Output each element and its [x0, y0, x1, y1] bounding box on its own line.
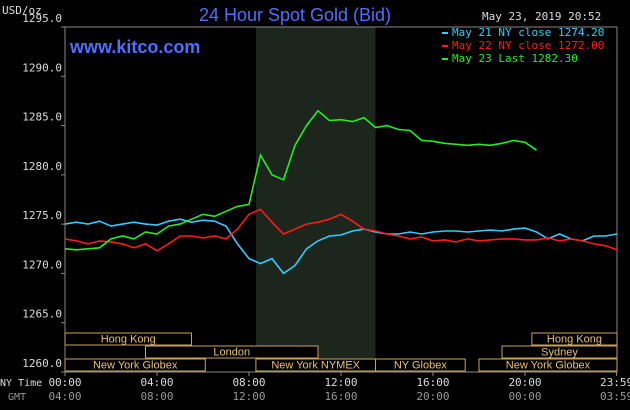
session-label: Hong Kong — [101, 333, 156, 345]
x-tick-label: 08:00 — [232, 376, 265, 389]
session-label: New York Globex — [506, 359, 591, 371]
chart-title: 24 Hour Spot Gold (Bid) — [199, 5, 391, 25]
x2-tick-label: 00:00 — [508, 390, 541, 403]
website: www.kitco.com — [69, 37, 200, 57]
legend-label: May 21 NY close 1274.20 — [452, 26, 604, 39]
x2-tick-label: 08:00 — [140, 390, 173, 403]
x-tick-label: 23:59 — [600, 376, 630, 389]
session-label: Sydney — [541, 346, 578, 358]
y-tick-label: 1270.0 — [22, 258, 62, 271]
y-tick-label: 1280.0 — [22, 160, 62, 173]
x-tick-label: 04:00 — [140, 376, 173, 389]
session-label: London — [213, 346, 250, 358]
session-bar — [501, 345, 618, 359]
x2-axis-label: GMT — [8, 392, 26, 403]
series-line — [64, 109, 537, 251]
x2-tick-label: 12:00 — [232, 390, 265, 403]
session-bar — [478, 358, 618, 372]
y-tick-label: 1275.0 — [22, 209, 62, 222]
series-line — [64, 208, 618, 252]
x-tick-label: 12:00 — [324, 376, 357, 389]
timestamp: May 23, 2019 20:52 — [482, 10, 601, 23]
y-axis-label: USD/oz — [2, 4, 42, 17]
session-label: NY Globex — [394, 359, 447, 371]
x-tick-label: 16:00 — [416, 376, 449, 389]
x-axis-label: NY Time — [0, 378, 42, 389]
x-tick-label: 20:00 — [508, 376, 541, 389]
session-bar — [64, 358, 206, 372]
x2-tick-label: 16:00 — [324, 390, 357, 403]
legend-label: May 22 NY close 1272.00 — [452, 39, 604, 52]
session-label: New York Globex — [93, 359, 178, 371]
y-tick-label: 1265.0 — [22, 308, 62, 321]
x2-tick-label: 03:59 — [600, 390, 630, 403]
y-tick-label: 1295.0 — [22, 12, 62, 25]
y-tick-label: 1260.0 — [22, 357, 62, 370]
session-label: Hong Kong — [547, 333, 602, 345]
session-bar — [375, 358, 466, 372]
y-tick-label: 1290.0 — [22, 61, 62, 74]
session-bar — [531, 332, 618, 346]
x-tick-label: 00:00 — [48, 376, 81, 389]
session-highlight — [255, 27, 376, 372]
session-bar — [64, 332, 192, 346]
series-line — [64, 218, 618, 275]
session-bar — [145, 345, 319, 359]
x2-tick-label: 20:00 — [416, 390, 449, 403]
legend-label: May 23 Last 1282.30 — [452, 52, 578, 65]
x2-tick-label: 04:00 — [48, 390, 81, 403]
session-label: New York NYMEX — [271, 359, 360, 371]
y-tick-label: 1285.0 — [22, 111, 62, 124]
